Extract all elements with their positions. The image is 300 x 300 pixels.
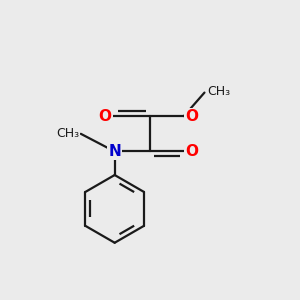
Text: CH₃: CH₃ <box>56 127 79 140</box>
Text: O: O <box>185 144 198 159</box>
Text: O: O <box>99 109 112 124</box>
Text: O: O <box>185 109 198 124</box>
Text: CH₃: CH₃ <box>207 85 230 98</box>
Text: N: N <box>108 144 121 159</box>
